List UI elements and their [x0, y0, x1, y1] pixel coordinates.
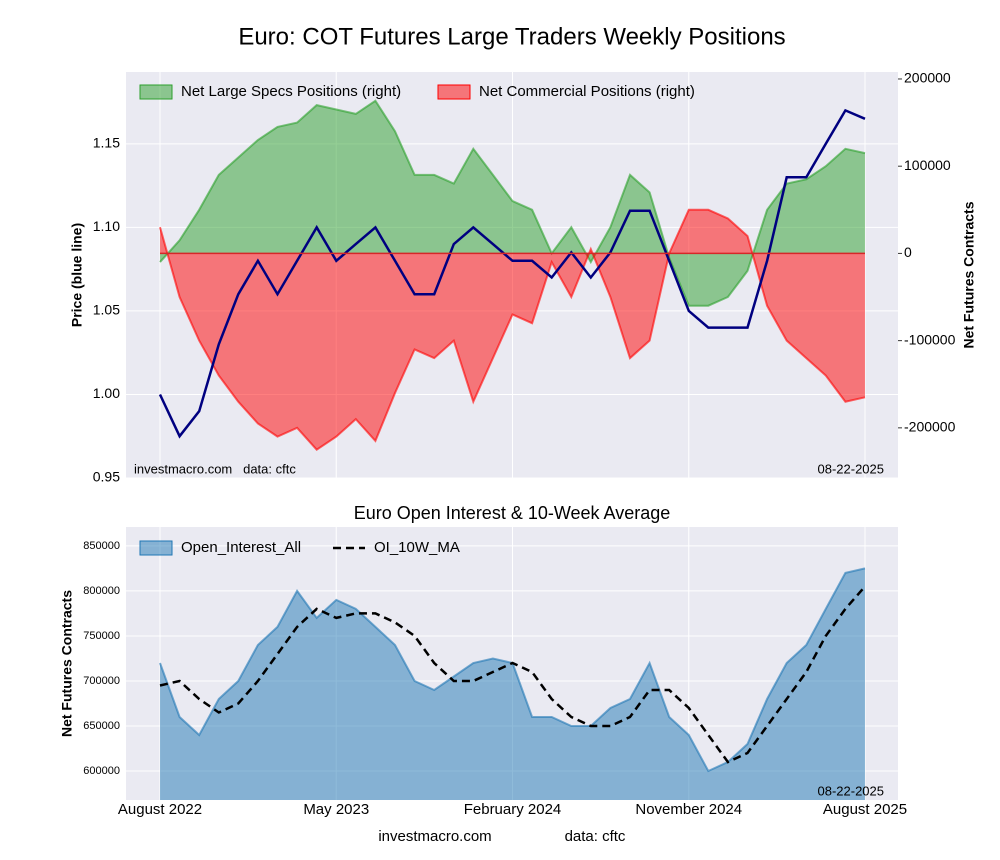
chart-title: Euro: COT Futures Large Traders Weekly P… [238, 23, 785, 50]
y-tick-label: 600000 [83, 765, 120, 777]
x-tick-label: August 2025 [823, 801, 907, 818]
x-tick-label: May 2023 [303, 801, 369, 818]
legend-swatch [437, 84, 471, 100]
y2-tick-label: 200000 [904, 70, 951, 86]
footer: data: cftc [565, 828, 626, 845]
legend-swatch [139, 84, 173, 100]
y-tick-label: 650000 [83, 720, 120, 732]
y-tick-label: 1.10 [93, 218, 120, 234]
x-tick-label: February 2024 [464, 801, 562, 818]
area [160, 100, 865, 306]
y-tick-label: 750000 [83, 630, 120, 642]
y2-tick-label: 0 [904, 244, 912, 260]
footer: investmacro.com [378, 828, 491, 845]
legend-label: Net Large Specs Positions (right) [181, 83, 401, 100]
y-tick-label: 1.05 [93, 302, 120, 318]
x-tick-label: November 2024 [635, 801, 742, 818]
y-tick-label: 1.15 [93, 135, 120, 151]
x-tick-label: August 2022 [118, 801, 202, 818]
y-axis-label: Price (blue line) [69, 223, 85, 327]
y-tick-label: 850000 [83, 540, 120, 552]
y-tick-label: 800000 [83, 585, 120, 597]
legend-label: Open_Interest_All [181, 539, 301, 556]
area [160, 568, 865, 800]
y-axis-label: Net Futures Contracts [59, 590, 75, 737]
y2-tick-label: -200000 [904, 419, 956, 435]
area-edge [159, 208, 866, 452]
line [159, 585, 866, 764]
area [160, 209, 865, 450]
y2-tick-label: 100000 [904, 157, 951, 173]
legend-swatch [139, 540, 173, 556]
note: investmacro.com data: cftc [134, 461, 296, 476]
y-tick-label: 1.00 [93, 385, 120, 401]
y2-axis-label: Net Futures Contracts [961, 201, 977, 348]
legend-label: Net Commercial Positions (right) [479, 83, 695, 100]
y2-tick-label: -100000 [904, 331, 956, 347]
area-edge [159, 99, 866, 307]
legend-label: OI_10W_MA [374, 539, 460, 556]
note: 08-22-2025 [818, 461, 885, 476]
chart-title: Euro Open Interest & 10-Week Average [354, 503, 671, 523]
note: 08-22-2025 [818, 783, 885, 798]
y-tick-label: 700000 [83, 675, 120, 687]
y-tick-label: 0.95 [93, 469, 120, 485]
line [158, 108, 866, 439]
